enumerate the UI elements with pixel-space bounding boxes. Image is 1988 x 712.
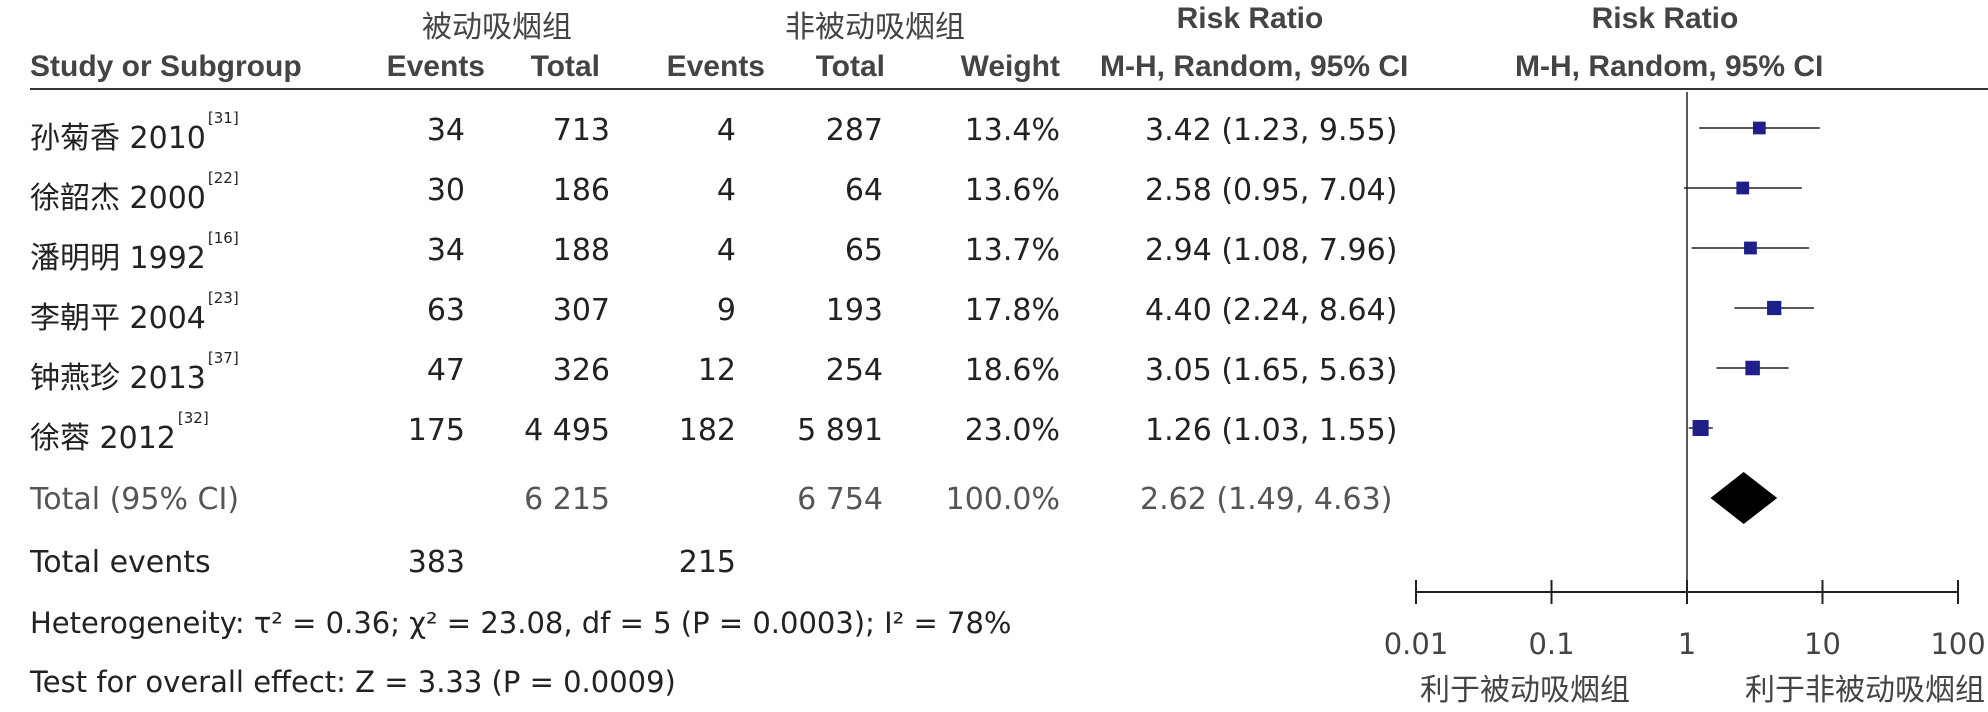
- method-column-header: M-H, Random, 95% CI: [1100, 50, 1409, 83]
- total2-value: 287: [825, 113, 883, 148]
- total1-value: 326: [552, 353, 610, 388]
- events1-header: Events: [386, 50, 485, 83]
- total-events2: 215: [678, 545, 736, 580]
- total2-header: Total: [815, 50, 885, 83]
- study-reference: [31]: [207, 109, 239, 127]
- events2-value: 9: [716, 293, 736, 328]
- events1-value: 63: [426, 293, 465, 328]
- total1-header: Total: [530, 50, 600, 83]
- study-reference: [22]: [207, 169, 239, 187]
- x-tick-label: 100: [1930, 627, 1985, 661]
- x-tick-label: 0.1: [1528, 627, 1574, 661]
- point-estimate-marker: [1744, 241, 1757, 255]
- events1-value: 30: [426, 173, 465, 208]
- events2-value: 4: [716, 233, 736, 268]
- x-axis-ticks: 0.01 0.1 1 10 100: [1384, 580, 1986, 661]
- risk-ratio-column-header: Risk Ratio: [1176, 2, 1324, 35]
- overall-effect-text: Test for overall effect: Z = 3.33 (P = 0…: [30, 665, 676, 699]
- point-estimate-marker: [1753, 121, 1766, 135]
- total2-value: 5 891: [797, 413, 883, 448]
- total1-value: 186: [552, 173, 610, 208]
- events2-value: 12: [697, 353, 736, 388]
- total-weight: 100.0%: [945, 482, 1060, 517]
- events2-value: 182: [678, 413, 736, 448]
- point-estimate-marker: [1767, 300, 1782, 316]
- heterogeneity-text: Heterogeneity: τ² = 0.36; χ² = 23.08, df…: [30, 606, 1012, 640]
- weight-value: 23.0%: [964, 413, 1060, 448]
- study-name: 李朝平 2004[23]: [30, 289, 239, 336]
- ci-text: 3.05 (1.65, 5.63): [1145, 353, 1398, 388]
- study-name: 徐蓉 2012[32]: [30, 409, 209, 456]
- risk-ratio-plot-header: Risk Ratio: [1591, 2, 1739, 35]
- ci-text: 2.58 (0.95, 7.04): [1145, 173, 1398, 208]
- events1-value: 34: [426, 113, 465, 148]
- total2-value: 193: [825, 293, 883, 328]
- favours-right-label: 利于非被动吸烟组: [1745, 673, 1985, 708]
- x-tick-label: 10: [1804, 627, 1841, 661]
- events2-value: 4: [716, 113, 736, 148]
- x-tick-label: 0.01: [1384, 627, 1449, 661]
- study-marks: [1683, 121, 1820, 437]
- study-reference: [32]: [177, 409, 209, 427]
- total1-value: 713: [552, 113, 610, 148]
- weight-value: 13.6%: [964, 173, 1060, 208]
- favours-left-label: 利于被动吸烟组: [1420, 673, 1630, 708]
- weight-value: 17.8%: [964, 293, 1060, 328]
- method-plot-header: M-H, Random, 95% CI: [1515, 50, 1824, 83]
- total2-value: 64: [844, 173, 883, 208]
- total1-value: 307: [552, 293, 610, 328]
- total2-value: 65: [844, 233, 883, 268]
- total-label: Total (95% CI): [30, 482, 240, 517]
- events1-value: 175: [407, 413, 465, 448]
- weight-value: 13.4%: [964, 113, 1060, 148]
- events1-value: 47: [426, 353, 465, 388]
- pooled-ci-text: 2.62 (1.49, 4.63): [1140, 482, 1393, 517]
- x-tick-label: 1: [1678, 627, 1696, 661]
- total-events1: 383: [407, 545, 465, 580]
- total1-value: 188: [552, 233, 610, 268]
- total2-value: 254: [825, 353, 883, 388]
- ci-text: 3.42 (1.23, 9.55): [1145, 113, 1398, 148]
- events2-header: Events: [666, 50, 765, 83]
- weight-value: 18.6%: [964, 353, 1060, 388]
- study-name: 孙菊香 2010[31]: [30, 109, 239, 156]
- point-estimate-marker: [1692, 419, 1709, 437]
- total1-value: 4 495: [524, 413, 610, 448]
- study-name: 潘明明 1992[16]: [30, 229, 239, 276]
- header-rule: [30, 88, 1988, 90]
- weight-value: 13.7%: [964, 233, 1060, 268]
- study-column-header: Study or Subgroup: [30, 50, 302, 83]
- ci-text: 2.94 (1.08, 7.96): [1145, 233, 1398, 268]
- study-reference: [23]: [207, 289, 239, 307]
- study-reference: [16]: [207, 229, 239, 247]
- point-estimate-marker: [1736, 181, 1750, 195]
- events1-value: 34: [426, 233, 465, 268]
- total1-sum: 6 215: [524, 482, 610, 517]
- group2-header: 非被动吸烟组: [785, 10, 965, 45]
- total-events-label: Total events: [30, 545, 211, 580]
- point-estimate-marker: [1745, 360, 1760, 376]
- pooled-estimate-diamond: [1710, 472, 1778, 524]
- group1-header: 被动吸烟组: [422, 10, 572, 45]
- study-reference: [37]: [207, 349, 239, 367]
- study-name: 钟燕珍 2013[37]: [30, 349, 239, 396]
- ci-text: 4.40 (2.24, 8.64): [1145, 293, 1398, 328]
- weight-header: Weight: [960, 50, 1060, 83]
- ci-text: 1.26 (1.03, 1.55): [1145, 413, 1398, 448]
- study-name: 徐韶杰 2000[22]: [30, 169, 239, 216]
- events2-value: 4: [716, 173, 736, 208]
- total2-sum: 6 754: [797, 482, 883, 517]
